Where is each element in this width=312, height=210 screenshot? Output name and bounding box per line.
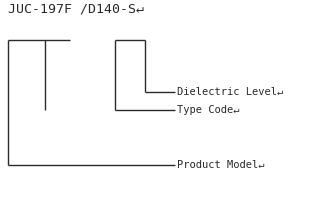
Text: Product Model↵: Product Model↵ [177, 160, 265, 170]
Text: Type Code↵: Type Code↵ [177, 105, 240, 115]
Text: JUC-197F /D140-S↵: JUC-197F /D140-S↵ [8, 2, 144, 15]
Text: Dielectric Level↵: Dielectric Level↵ [177, 87, 283, 97]
